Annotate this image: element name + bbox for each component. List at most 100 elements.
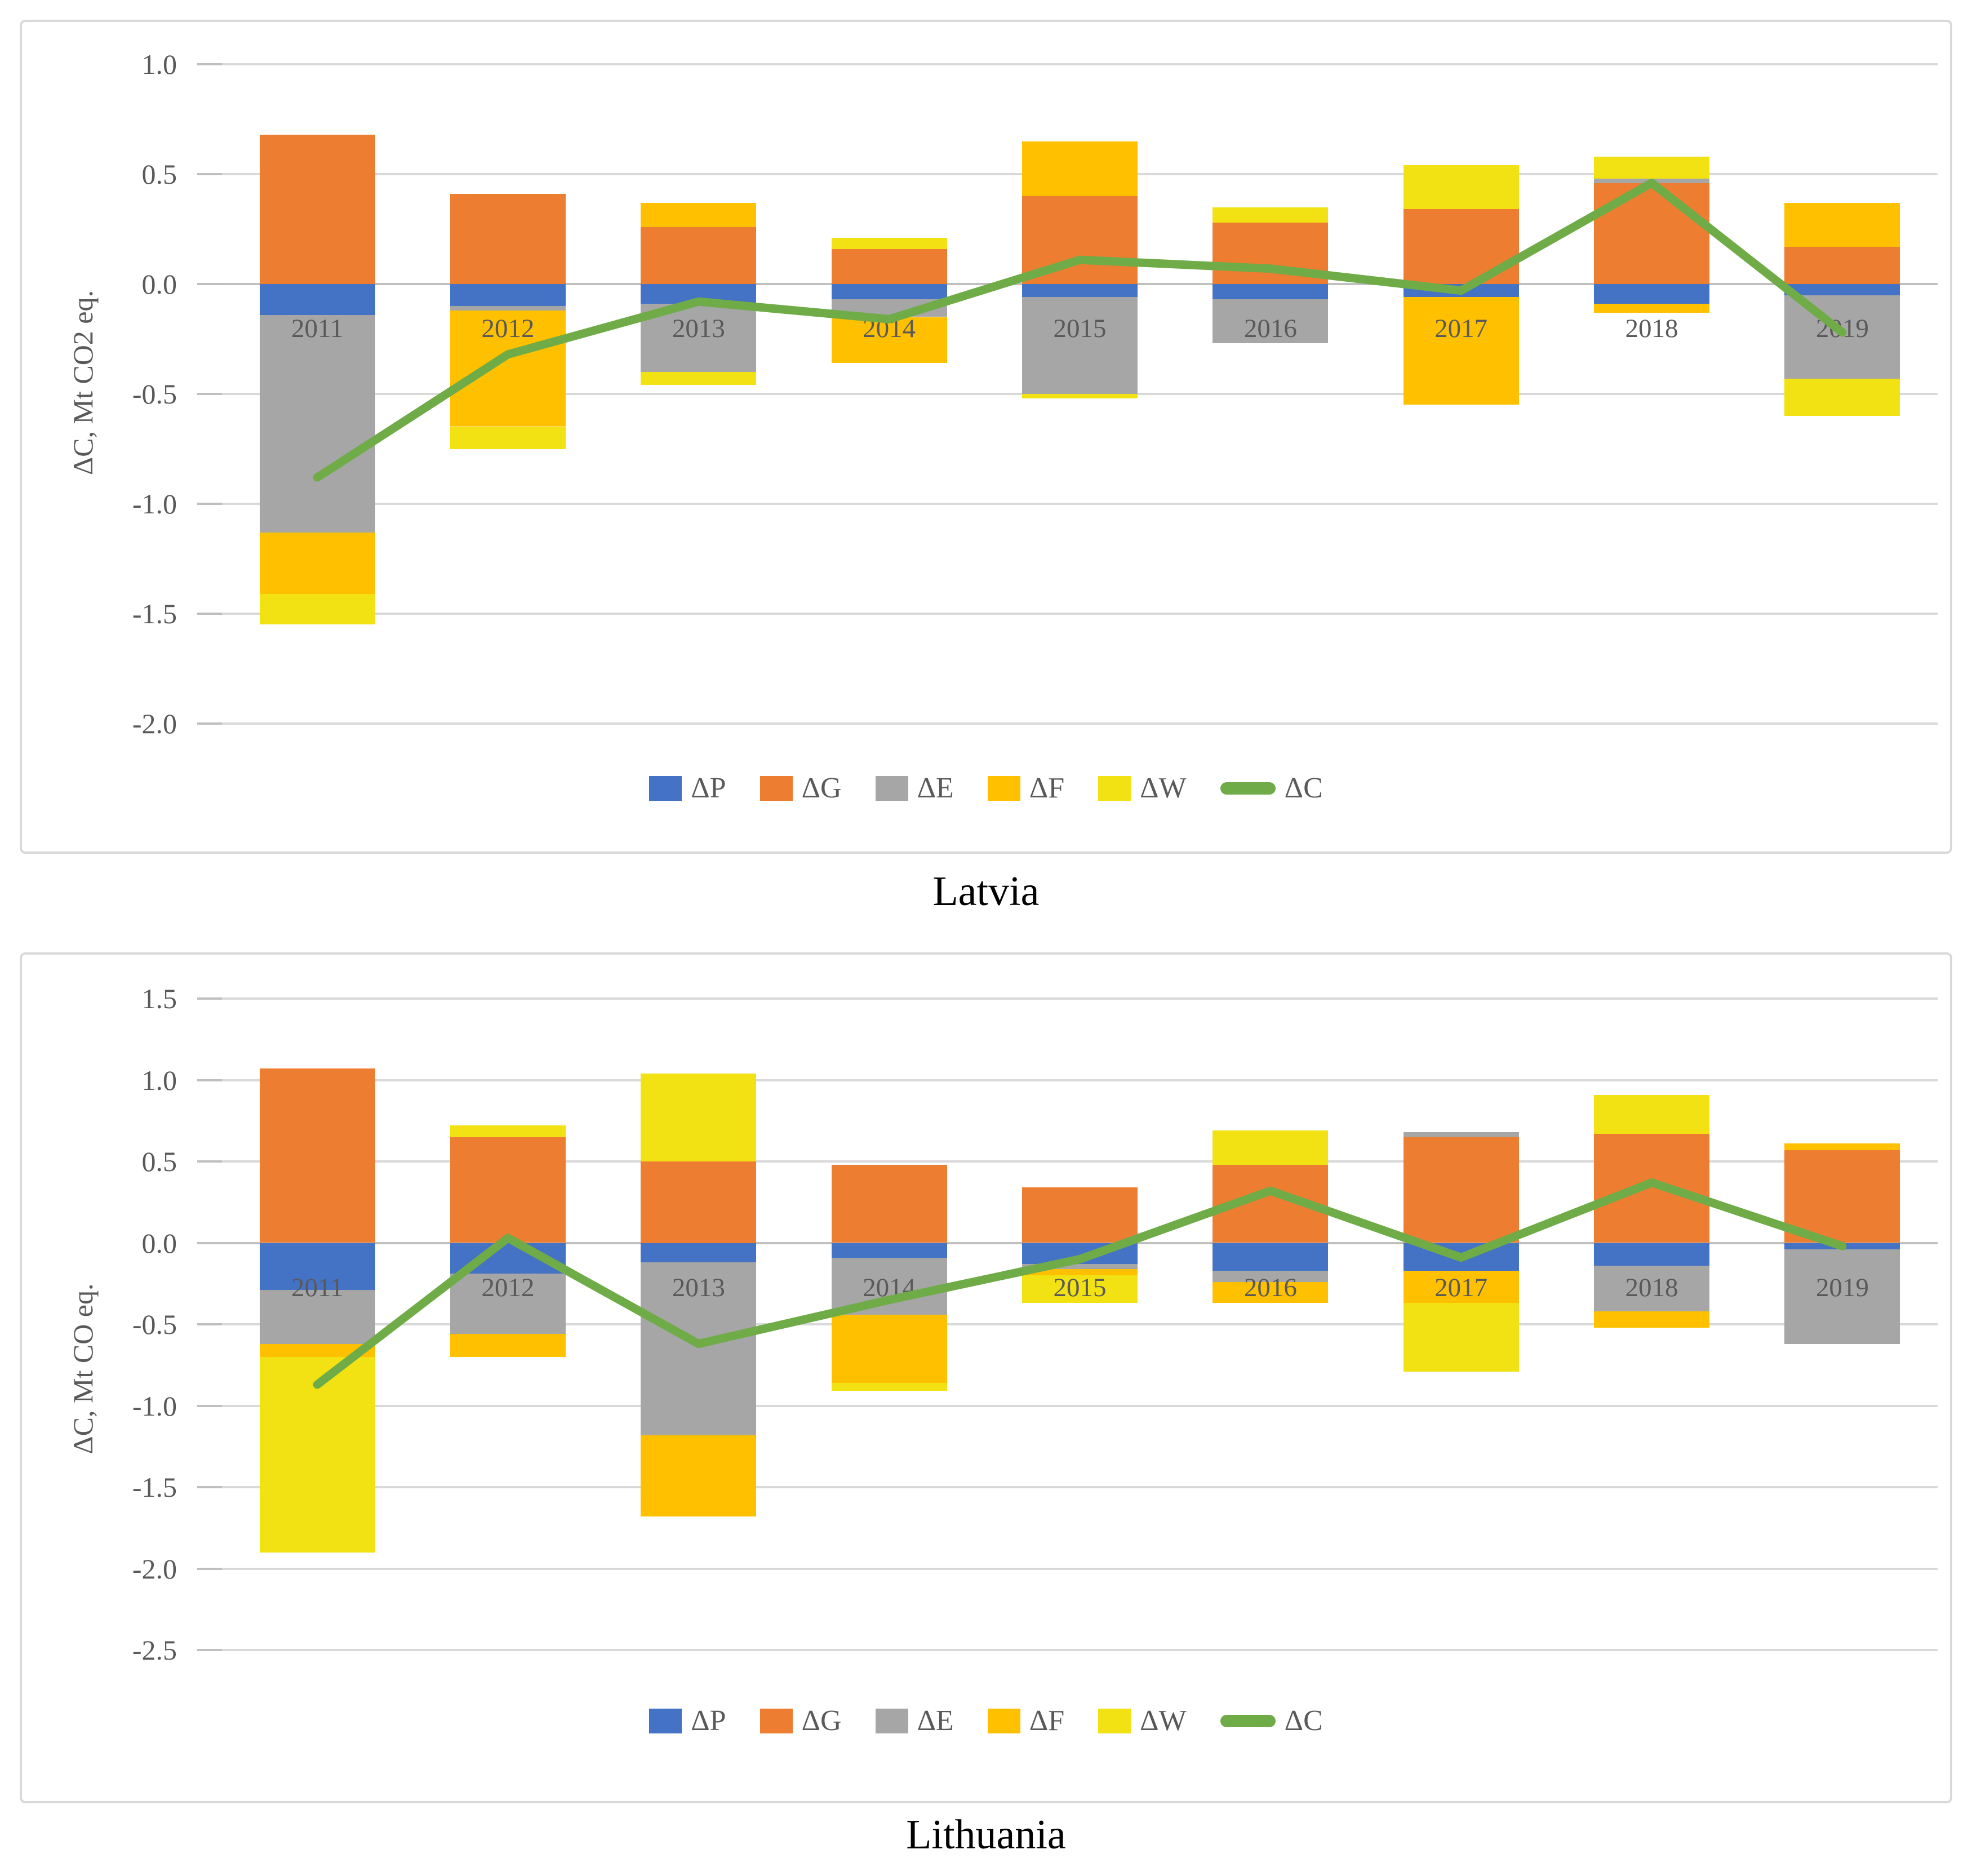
legend-label: ΔW — [1140, 1705, 1187, 1737]
gridline-0.5 — [222, 1160, 1938, 1163]
bar-segment-ΔF-2011 — [259, 1343, 375, 1357]
bar-segment-ΔW-2011 — [259, 1356, 375, 1553]
bar-segment-ΔP-2016 — [1212, 284, 1329, 300]
bar-segment-ΔP-2011 — [259, 284, 375, 315]
legend-swatch-icon — [760, 1709, 793, 1733]
legend-item-ΔG: ΔG — [760, 1704, 842, 1738]
gridline--1.0 — [222, 1404, 1938, 1407]
bar-segment-ΔE-2015 — [1022, 1264, 1138, 1269]
legend-swatch-icon — [987, 1709, 1020, 1733]
category-label-2018: 2018 — [1625, 314, 1678, 343]
legend-label: ΔP — [691, 1705, 726, 1737]
legend-label: ΔC — [1284, 1705, 1323, 1737]
category-label-2016: 2016 — [1243, 1272, 1297, 1302]
category-label-2014: 2014 — [863, 314, 916, 343]
bar-segment-ΔG-2012 — [450, 1137, 566, 1243]
y-tick-label: -1.5 — [132, 598, 177, 629]
legend-swatch-icon — [649, 1709, 682, 1733]
legend-label: ΔG — [801, 1705, 842, 1737]
bar-segment-ΔP-2014 — [831, 284, 947, 300]
bar-segment-ΔF-2011 — [259, 532, 375, 594]
legend-item-ΔE: ΔE — [875, 1704, 954, 1738]
legend-item-ΔG: ΔG — [760, 771, 842, 805]
gridline--2.0 — [222, 722, 1938, 725]
y-axis-title: ΔC, Mt CO2 eq. — [67, 290, 99, 476]
category-label-2016: 2016 — [1243, 314, 1297, 343]
bar-segment-ΔF-2019 — [1784, 202, 1900, 247]
category-label-2014: 2014 — [863, 1272, 916, 1302]
legend-item-ΔW: ΔW — [1098, 771, 1187, 805]
bar-segment-ΔP-2015 — [1022, 1243, 1138, 1265]
y-axis-title: ΔC, Mt CO eq. — [67, 1283, 99, 1454]
bar-segment-ΔG-2019 — [1784, 1150, 1900, 1243]
category-label-2013: 2013 — [672, 1272, 725, 1302]
bar-segment-ΔG-2013 — [641, 1161, 757, 1243]
lithuania-title: Lithuania — [906, 1812, 1066, 1858]
legend-item-ΔP: ΔP — [649, 771, 726, 805]
category-label-2019: 2019 — [1815, 1272, 1869, 1302]
gridline--2.5 — [222, 1649, 1938, 1651]
y-tick-mark — [197, 393, 222, 395]
legend-swatch-icon — [1098, 776, 1131, 801]
legend-swatch-icon — [649, 776, 682, 801]
gridline--1.5 — [222, 1486, 1938, 1488]
legend-label: ΔG — [801, 772, 842, 804]
bar-segment-ΔP-2013 — [641, 1243, 757, 1263]
legend-item-ΔP: ΔP — [649, 1704, 726, 1738]
bar-segment-ΔW-2016 — [1212, 207, 1329, 223]
legend-label: ΔF — [1029, 1705, 1065, 1737]
legend-item-ΔE: ΔE — [875, 771, 954, 805]
latvia-title: Latvia — [932, 868, 1040, 915]
legend-line-icon — [1220, 782, 1276, 795]
bar-segment-ΔG-2016 — [1212, 1164, 1329, 1243]
bar-segment-ΔW-2012 — [450, 1125, 566, 1137]
bar-segment-ΔP-2019 — [1784, 1243, 1900, 1250]
gridline-1.0 — [222, 1079, 1938, 1081]
gridline--1.0 — [222, 503, 1938, 505]
legend-label: ΔF — [1029, 772, 1065, 804]
bar-segment-ΔF-2018 — [1594, 1311, 1709, 1328]
bar-segment-ΔG-2014 — [831, 1164, 947, 1243]
bar-segment-ΔP-2012 — [450, 284, 566, 306]
category-label-2017: 2017 — [1434, 1272, 1488, 1302]
bar-segment-ΔF-2019 — [1784, 1143, 1900, 1150]
legend-swatch-icon — [760, 776, 793, 801]
gridline--2.0 — [222, 1567, 1938, 1570]
chart-legend: ΔP ΔG ΔE ΔF ΔW ΔC — [22, 1704, 1950, 1738]
y-tick-mark — [197, 1160, 222, 1163]
bar-segment-ΔF-2014 — [831, 1314, 947, 1383]
y-tick-label: 1.0 — [141, 48, 177, 80]
bar-segment-ΔP-2015 — [1022, 284, 1138, 298]
category-label-2012: 2012 — [481, 314, 535, 343]
y-tick-mark — [197, 997, 222, 1000]
bar-segment-ΔE-2015 — [1022, 297, 1138, 394]
legend-label: ΔE — [917, 1705, 954, 1737]
y-tick-mark — [197, 503, 222, 505]
category-label-2019: 2019 — [1815, 314, 1869, 343]
bar-segment-ΔP-2013 — [641, 284, 757, 304]
y-tick-label: -1.5 — [132, 1471, 177, 1503]
legend-item-ΔC: ΔC — [1220, 771, 1323, 805]
legend-label: ΔE — [917, 772, 954, 804]
legend-swatch-icon — [987, 776, 1020, 801]
legend-item-ΔF: ΔF — [987, 771, 1065, 805]
bar-segment-ΔG-2018 — [1594, 1133, 1709, 1243]
bar-segment-ΔG-2019 — [1784, 246, 1900, 284]
legend-item-ΔF: ΔF — [987, 1704, 1065, 1738]
bar-segment-ΔE-2012 — [450, 306, 566, 311]
gridline-1.5 — [222, 997, 1938, 1000]
bar-segment-ΔP-2016 — [1212, 1243, 1329, 1271]
bar-segment-ΔF-2015 — [1022, 141, 1138, 196]
y-tick-label: 0.0 — [141, 1227, 177, 1259]
y-tick-label: 0.5 — [141, 158, 177, 190]
bar-segment-ΔW-2014 — [831, 1383, 947, 1391]
bar-segment-ΔG-2012 — [450, 194, 566, 284]
bar-segment-ΔW-2018 — [1594, 1094, 1709, 1134]
legend-swatch-icon — [875, 776, 908, 801]
bar-segment-ΔG-2017 — [1403, 209, 1519, 284]
bar-segment-ΔF-2013 — [641, 1435, 757, 1517]
bar-segment-ΔE-2018 — [1594, 178, 1709, 183]
y-tick-mark — [197, 1079, 222, 1081]
y-tick-label: -0.5 — [132, 1309, 177, 1340]
